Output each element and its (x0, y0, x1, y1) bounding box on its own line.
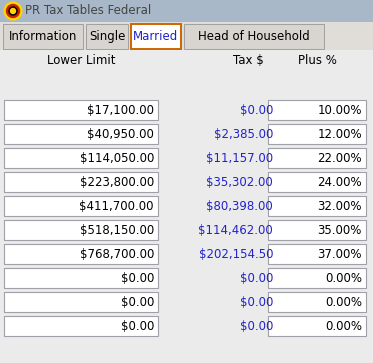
Bar (268, 268, 366, 288)
Text: $0.00: $0.00 (239, 103, 273, 117)
Text: Lower Limit: Lower Limit (47, 54, 115, 68)
Text: 0.00%: 0.00% (325, 319, 362, 333)
Text: $0.00: $0.00 (120, 295, 154, 309)
Bar (4, 100, 158, 120)
Text: $518,150.00: $518,150.00 (80, 224, 154, 237)
Text: Head of Household: Head of Household (198, 30, 310, 43)
Bar (86, 24, 128, 49)
Bar (268, 316, 366, 336)
Bar (268, 148, 366, 168)
Text: $114,462.00: $114,462.00 (198, 224, 273, 237)
Bar (4, 244, 158, 264)
Circle shape (6, 4, 19, 17)
Text: 24.00%: 24.00% (317, 175, 362, 188)
Text: 37.00%: 37.00% (317, 248, 362, 261)
Text: Single: Single (89, 30, 125, 43)
Text: $411,700.00: $411,700.00 (79, 200, 154, 212)
Text: Married: Married (134, 30, 179, 43)
Bar (0, 50, 373, 363)
Text: $0.00: $0.00 (120, 272, 154, 285)
Text: Tax $: Tax $ (233, 54, 263, 68)
Bar (4, 196, 158, 216)
Bar (268, 244, 366, 264)
Bar (4, 268, 158, 288)
Text: 32.00%: 32.00% (317, 200, 362, 212)
Text: $0.00: $0.00 (239, 272, 273, 285)
Text: $768,700.00: $768,700.00 (79, 248, 154, 261)
Circle shape (10, 8, 16, 13)
Bar (268, 292, 366, 312)
Text: Plus %: Plus % (298, 54, 336, 68)
Bar (268, 172, 366, 192)
Bar (0, 0, 373, 22)
Bar (4, 148, 158, 168)
Text: 0.00%: 0.00% (325, 295, 362, 309)
Bar (4, 292, 158, 312)
Text: $35,302.00: $35,302.00 (206, 175, 273, 188)
Text: $202,154.50: $202,154.50 (198, 248, 273, 261)
Bar (0, 22, 373, 50)
Bar (268, 220, 366, 240)
Text: PR Tax Tables Federal: PR Tax Tables Federal (25, 4, 151, 17)
Bar (131, 24, 181, 49)
Text: $0.00: $0.00 (239, 319, 273, 333)
Bar (4, 172, 158, 192)
Bar (4, 124, 158, 144)
Circle shape (9, 7, 17, 15)
Circle shape (4, 3, 22, 20)
Text: $114,050.00: $114,050.00 (79, 151, 154, 164)
Text: Information: Information (9, 30, 77, 43)
Text: 35.00%: 35.00% (318, 224, 362, 237)
Bar (3, 24, 83, 49)
Text: $2,385.00: $2,385.00 (214, 127, 273, 140)
Text: $0.00: $0.00 (239, 295, 273, 309)
Text: $17,100.00: $17,100.00 (87, 103, 154, 117)
Text: 22.00%: 22.00% (317, 151, 362, 164)
Text: $80,398.00: $80,398.00 (206, 200, 273, 212)
Text: $0.00: $0.00 (120, 319, 154, 333)
Text: 10.00%: 10.00% (317, 103, 362, 117)
Bar (4, 316, 158, 336)
Text: $223,800.00: $223,800.00 (80, 175, 154, 188)
Bar (268, 196, 366, 216)
Bar (268, 124, 366, 144)
Text: 12.00%: 12.00% (317, 127, 362, 140)
Text: $40,950.00: $40,950.00 (87, 127, 154, 140)
Text: $11,157.00: $11,157.00 (206, 151, 273, 164)
Text: 0.00%: 0.00% (325, 272, 362, 285)
Bar (184, 24, 324, 49)
Bar (4, 220, 158, 240)
Bar (268, 100, 366, 120)
